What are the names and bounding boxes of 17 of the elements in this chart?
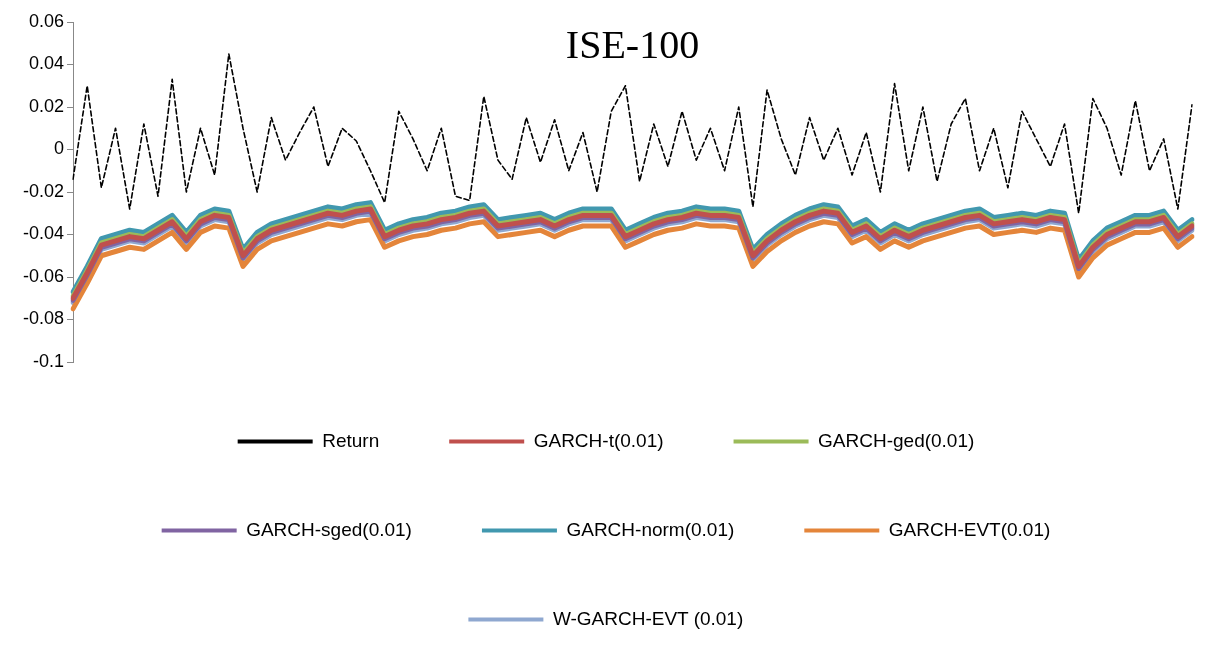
- y-tick-label: 0.06: [28, 10, 65, 31]
- legend-label: GARCH-sged(0.01): [246, 518, 412, 540]
- legend-label: GARCH-t(0.01): [533, 429, 664, 451]
- legend-label: GARCH-ged(0.01): [818, 429, 975, 451]
- legend-label: Return: [322, 429, 380, 451]
- legend-label: GARCH-norm(0.01): [566, 518, 735, 540]
- y-tick-label: 0.02: [28, 95, 65, 116]
- y-tick-label: 0.04: [28, 53, 65, 74]
- y-tick-label: 0: [54, 138, 65, 159]
- y-tick-label: -0.02: [23, 180, 65, 201]
- y-tick-label: -0.1: [33, 350, 65, 371]
- y-tick-label: -0.08: [23, 308, 65, 329]
- legend-label: W-GARCH-EVT (0.01): [552, 607, 744, 629]
- legend-label: GARCH-EVT(0.01): [888, 518, 1051, 540]
- y-tick-label: -0.06: [23, 265, 65, 286]
- chart-title: ISE-100: [565, 21, 700, 67]
- y-tick-label: -0.04: [23, 223, 65, 244]
